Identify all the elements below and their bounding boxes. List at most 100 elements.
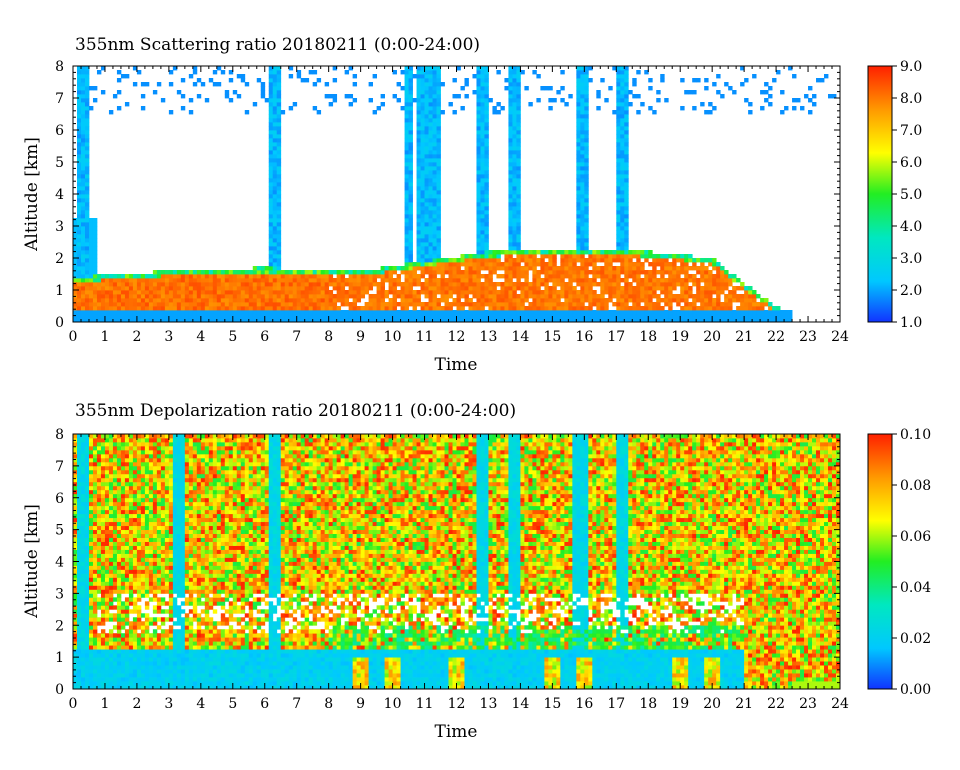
heatmap-cell <box>436 110 441 115</box>
heatmap-cell <box>188 274 194 279</box>
heatmap-cell <box>624 106 629 111</box>
heatmap-cell <box>96 477 102 483</box>
heatmap-cell <box>436 146 441 151</box>
heatmap-cell <box>512 94 517 99</box>
heatmap-cell <box>108 657 114 662</box>
heatmap-cell <box>600 290 605 295</box>
heatmap-cell <box>220 314 226 319</box>
heatmap-cell <box>112 445 118 451</box>
heatmap-cell <box>400 86 405 91</box>
heatmap-cell <box>684 282 689 287</box>
heatmap-cell <box>100 90 106 95</box>
heatmap-cell <box>620 174 625 179</box>
heatmap-cell <box>812 102 817 107</box>
heatmap-cell <box>88 593 94 598</box>
heatmap-cell <box>784 310 789 315</box>
heatmap-cell <box>112 545 118 550</box>
heatmap-cell <box>88 453 94 459</box>
heatmap-cell <box>88 605 94 610</box>
heatmap-cell <box>740 298 745 303</box>
heatmap-cell <box>632 298 637 303</box>
heatmap-cell <box>556 318 561 323</box>
heatmap-cell <box>312 82 318 87</box>
heatmap-cell <box>444 314 449 319</box>
heatmap-cell <box>108 561 114 566</box>
heatmap-cell <box>704 270 709 275</box>
heatmap-cell <box>360 314 366 319</box>
heatmap-cell <box>88 601 94 606</box>
heatmap-cell <box>404 146 409 151</box>
heatmap-cell <box>584 98 589 103</box>
heatmap-cell <box>276 174 282 179</box>
heatmap-cell <box>548 262 553 267</box>
heatmap-cell <box>624 198 629 203</box>
heatmap-cell <box>668 298 673 303</box>
heatmap-cell <box>580 214 585 219</box>
heatmap-cell <box>73 561 78 566</box>
heatmap-cell <box>420 238 425 243</box>
heatmap-cell <box>100 453 106 459</box>
heatmap-cell <box>536 294 541 299</box>
heatmap-cell <box>620 186 625 191</box>
heatmap-cell <box>452 94 457 99</box>
heatmap-cell <box>416 226 421 231</box>
heatmap-cell <box>416 274 421 279</box>
heatmap-cell <box>656 258 661 263</box>
heatmap-cell <box>240 306 246 311</box>
heatmap-cell <box>516 82 521 87</box>
heatmap-cell <box>100 589 106 594</box>
y-tick-label: 6 <box>55 123 64 139</box>
heatmap-cell <box>80 238 86 243</box>
heatmap-cell <box>544 86 549 91</box>
heatmap-cell <box>736 286 741 291</box>
heatmap-cell <box>580 262 585 267</box>
heatmap-cell <box>544 294 549 299</box>
heatmap-cell <box>724 314 729 319</box>
heatmap-cell <box>380 278 385 283</box>
heatmap-cell <box>96 306 102 311</box>
heatmap-cell <box>524 274 529 279</box>
heatmap-cell <box>508 210 513 215</box>
heatmap-cell <box>572 306 577 311</box>
heatmap-cell <box>620 278 625 283</box>
heatmap-cell <box>504 266 509 271</box>
heatmap-cell <box>92 226 98 231</box>
heatmap-cell <box>260 282 266 287</box>
heatmap-cell <box>516 70 521 75</box>
heatmap-cell <box>516 262 521 267</box>
heatmap-cell <box>156 298 162 303</box>
heatmap-cell <box>728 310 733 315</box>
heatmap-cell <box>440 286 445 291</box>
heatmap-cell <box>352 298 358 303</box>
heatmap-cell <box>73 218 78 223</box>
heatmap-cell <box>304 282 310 287</box>
heatmap-cell <box>428 262 433 267</box>
heatmap-cell <box>108 286 114 291</box>
heatmap-cell <box>420 210 425 215</box>
heatmap-cell <box>624 98 629 103</box>
heatmap-cell <box>256 270 262 275</box>
heatmap-cell <box>116 633 122 638</box>
heatmap-cell <box>248 282 254 287</box>
heatmap-cell <box>568 302 573 307</box>
heatmap-cell <box>320 282 326 287</box>
heatmap-cell <box>88 106 94 111</box>
heatmap-cell <box>112 605 118 610</box>
heatmap-cell <box>73 254 78 259</box>
heatmap-cell <box>204 98 210 103</box>
heatmap-cell <box>340 274 346 279</box>
heatmap-cell <box>272 246 278 251</box>
heatmap-cell <box>436 258 441 263</box>
heatmap-cell <box>76 310 82 315</box>
heatmap-cell <box>424 266 429 271</box>
heatmap-cell <box>268 174 274 179</box>
heatmap-cell <box>828 94 833 99</box>
heatmap-cell <box>620 178 625 183</box>
heatmap-cell <box>284 306 290 311</box>
heatmap-cell <box>604 254 609 259</box>
heatmap-cell <box>368 278 373 283</box>
heatmap-cell <box>244 270 250 275</box>
heatmap-cell <box>100 577 106 582</box>
heatmap-cell <box>532 278 537 283</box>
heatmap-cell <box>176 274 182 279</box>
